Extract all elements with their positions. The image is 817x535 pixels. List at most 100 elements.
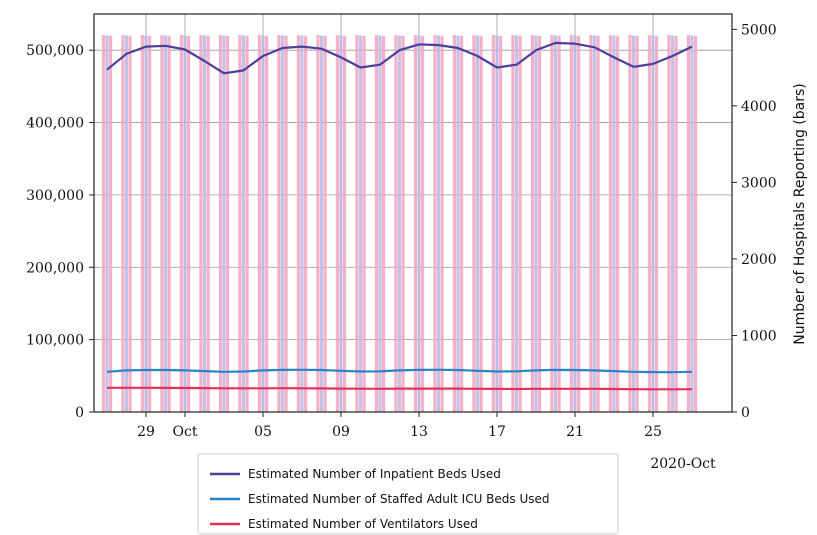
y-right-axis-ticks: 0 1000 2000 3000 4000 5000 [732,22,777,421]
hospital-count-bar [589,35,593,413]
x-tick-label: 09 [332,424,350,440]
hospital-count-bar [284,35,288,412]
hospital-count-bar [280,35,285,412]
hospital-count-bar [569,35,573,413]
hospital-count-bar [577,35,581,412]
hospital-count-bar [651,35,655,412]
hospital-count-bar [452,35,456,413]
hospital-count-bar [101,35,105,413]
x-tick-label: 21 [566,424,584,440]
hospital-count-bar [686,35,690,413]
legend-items: Estimated Number of Inpatient Beds Used E… [210,467,550,531]
hospital-count-bar [495,35,499,412]
hospital-count-bar [612,35,616,412]
hospital-count-bar [300,35,304,412]
hospital-count-bar [417,35,421,412]
hospital-count-bar [304,35,308,412]
hospital-count-bar [148,35,152,412]
hospital-count-bar [187,35,191,412]
series-line [106,368,693,374]
hospital-count-bar [667,35,671,413]
y-right-tick-label: 4000 [741,99,777,115]
y-left-tick-label: 0 [75,405,84,421]
y-right-tick-label: 3000 [741,175,777,191]
hospital-count-bar [319,35,324,412]
hospital-count-bar [105,35,109,412]
hospital-count-bar [265,35,269,412]
y-left-tick-label: 500,000 [26,43,84,59]
plot-frame [93,13,733,413]
hospital-count-bar [511,35,515,413]
hospital-count-bar [553,35,558,412]
hospital-count-bar [573,35,577,412]
series-lines [106,41,693,391]
hospital-count-bar [163,35,168,412]
hospital-count-bar [222,35,226,412]
hospital-count-bar [655,35,659,412]
series-line [107,386,693,391]
y-right-tick-label: 2000 [741,252,777,268]
hospital-count-bar [514,35,519,412]
hospital-count-bar [245,35,249,412]
y-left-tick-label: 300,000 [26,188,84,204]
hospital-count-bar [530,35,534,413]
hospital-count-bar [257,35,261,413]
hospital-count-bar [323,35,327,412]
hospital-count-bar [238,35,242,413]
x-tick-label: 17 [488,424,506,440]
hospital-count-bar [550,35,554,413]
hospital-count-bar [335,35,339,413]
hospital-count-bar [140,35,144,413]
x-tick-label: Oct [173,424,198,440]
hospital-count-bar [202,35,207,412]
hospital-count-bar [199,35,203,413]
hospital-count-bar [226,35,230,412]
hospital-count-bar [475,35,480,412]
x-axis-ticks: 29 Oct 05 09 13 17 21 25 [137,412,662,440]
hospital-count-bar [491,35,495,413]
legend-label: Estimated Number of Inpatient Beds Used [248,467,501,481]
hospital-count-bar [631,35,636,412]
y-left-tick-label: 100,000 [26,333,84,349]
hospital-count-bar [316,35,320,413]
y-right-tick-label: 1000 [741,328,777,344]
x-tick-label: 25 [644,424,662,440]
hospital-count-bar [518,35,522,412]
y-right-tick-label: 0 [741,405,750,421]
y-right-tick-label: 5000 [741,22,777,38]
y-left-axis-ticks: 0 100,000 200,000 300,000 400,000 500,000 [26,43,94,421]
hospital-count-bar [534,35,538,412]
hospital-count-bar [456,35,460,412]
hospital-count-bar [647,35,651,413]
hospital-count-bar [670,35,675,412]
x-tick-label: 29 [137,424,155,440]
hospital-count-bar [690,35,694,412]
hospital-count-bar [401,35,405,412]
hospital-count-bar [479,35,483,412]
hospital-count-bar [628,35,632,413]
hospital-count-bar [499,35,503,412]
hospital-count-bar [296,35,300,413]
hospital-count-bar [440,35,444,412]
hospital-count-bar [277,35,281,413]
hospital-count-bar [378,35,382,412]
hospital-count-bar [362,35,366,412]
hospital-count-bar [128,35,132,412]
hospital-count-bar [261,35,265,412]
hospital-count-bar [206,35,210,412]
hospital-count-bar [674,35,678,412]
hospital-count-bar [421,35,425,412]
hospital-count-bar [413,35,417,413]
hospital-count-bar [460,35,464,412]
hospital-count-bar [472,35,476,413]
series-line [106,41,693,75]
legend-label: Estimated Number of Ventilators Used [248,517,478,531]
hospital-count-bar [109,35,113,412]
y-right-axis-title: Number of Hospitals Reporting (bars) [792,83,808,344]
x-axis-corner-label: 2020-Oct [650,456,716,472]
legend-label: Estimated Number of Staffed Adult ICU Be… [248,492,550,506]
hospital-count-bar [397,35,402,412]
hospital-count-bar [343,35,347,412]
